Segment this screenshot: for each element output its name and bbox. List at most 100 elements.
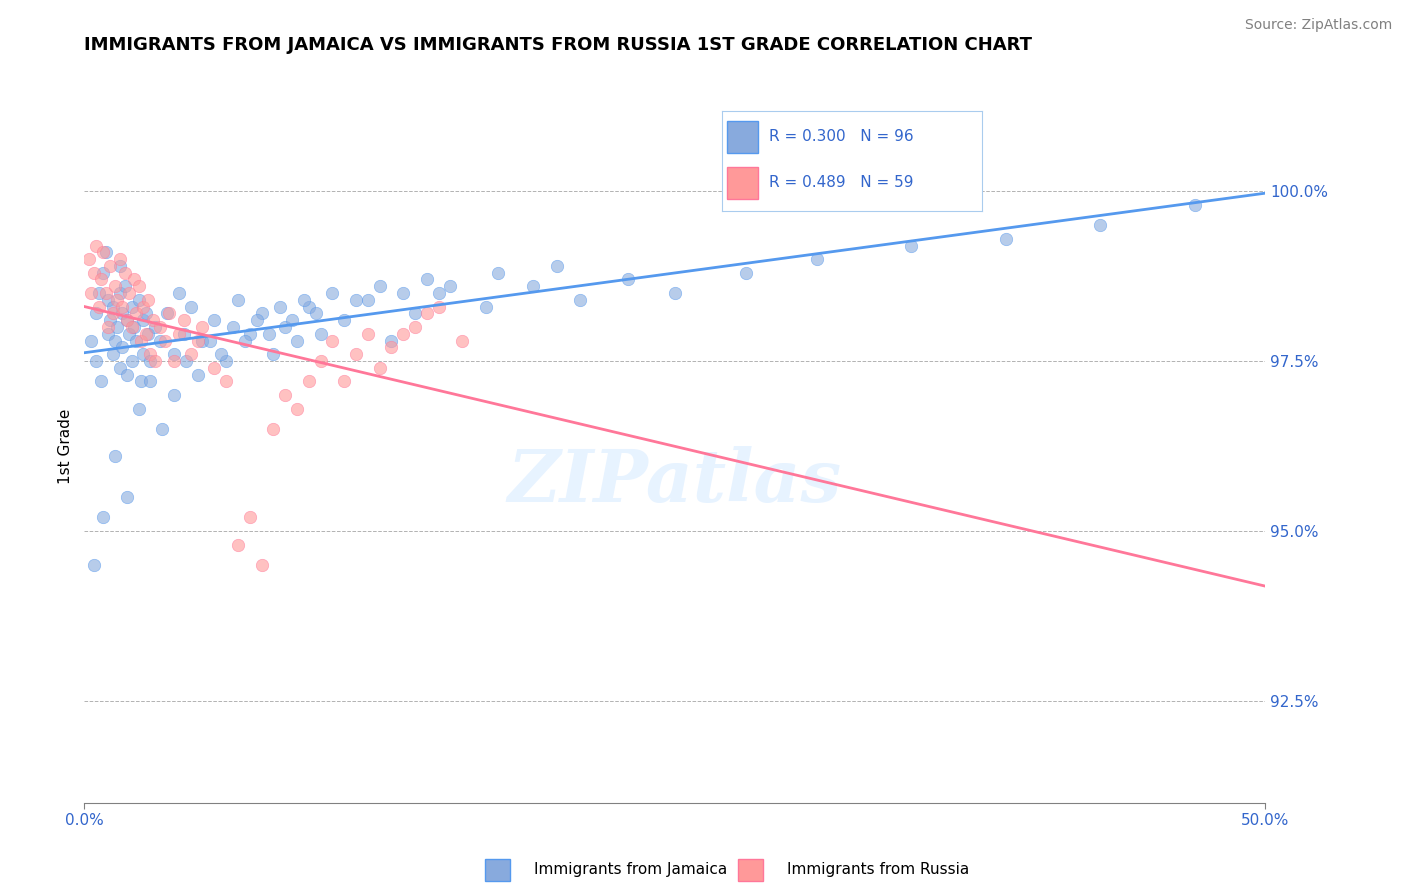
Point — [121, 300, 143, 314]
Point — [91, 510, 114, 524]
Point — [239, 326, 262, 341]
Point — [114, 266, 136, 280]
Point — [1184, 198, 1206, 212]
Point — [153, 334, 176, 348]
Point — [274, 320, 297, 334]
Point — [416, 272, 439, 286]
Point — [83, 266, 105, 280]
Point — [108, 286, 131, 301]
Point — [139, 347, 162, 361]
Point — [380, 341, 402, 355]
Point — [111, 306, 134, 320]
Point — [994, 232, 1017, 246]
Point — [104, 334, 127, 348]
Point — [167, 326, 190, 341]
Point — [84, 238, 107, 252]
Point — [101, 306, 124, 320]
Point — [143, 320, 166, 334]
Point — [97, 326, 120, 341]
Point — [292, 293, 315, 307]
Point — [118, 286, 141, 301]
Point — [344, 293, 367, 307]
Point — [257, 326, 280, 341]
Point — [149, 334, 172, 348]
Text: IMMIGRANTS FROM JAMAICA VS IMMIGRANTS FROM RUSSIA 1ST GRADE CORRELATION CHART: IMMIGRANTS FROM JAMAICA VS IMMIGRANTS FR… — [84, 36, 1032, 54]
Point — [298, 375, 321, 389]
Point — [128, 401, 150, 416]
Point — [215, 375, 238, 389]
Point — [132, 313, 155, 327]
Point — [167, 286, 190, 301]
Point — [111, 300, 134, 314]
Point — [368, 279, 391, 293]
Point — [132, 347, 155, 361]
Point — [104, 449, 127, 463]
Point — [108, 360, 131, 375]
Point — [734, 266, 756, 280]
Point — [180, 347, 202, 361]
Point — [427, 286, 450, 301]
Point — [309, 326, 332, 341]
Point — [202, 313, 225, 327]
Point — [191, 320, 214, 334]
Point — [664, 286, 686, 301]
Point — [121, 320, 143, 334]
Point — [198, 334, 221, 348]
Point — [108, 252, 131, 266]
Y-axis label: 1st Grade: 1st Grade — [58, 409, 73, 483]
Point — [128, 293, 150, 307]
Point — [87, 286, 110, 301]
Point — [107, 293, 129, 307]
Point — [125, 306, 148, 320]
Point — [187, 368, 209, 382]
Point — [87, 300, 110, 314]
Point — [150, 422, 173, 436]
Point — [136, 326, 159, 341]
Point — [309, 354, 332, 368]
Point — [187, 334, 209, 348]
Point — [285, 334, 308, 348]
Point — [83, 558, 105, 572]
Point — [569, 293, 592, 307]
Point — [173, 313, 195, 327]
Point — [115, 368, 138, 382]
Point — [84, 354, 107, 368]
Point — [107, 320, 129, 334]
Text: Immigrants from Jamaica: Immigrants from Jamaica — [534, 863, 727, 877]
Point — [163, 354, 186, 368]
Point — [91, 245, 114, 260]
Point — [274, 388, 297, 402]
Point — [98, 313, 121, 327]
Point — [215, 354, 238, 368]
Point — [439, 279, 461, 293]
Point — [806, 252, 828, 266]
Point — [97, 320, 120, 334]
Point — [97, 293, 120, 307]
Point — [139, 375, 162, 389]
Point — [94, 245, 117, 260]
Point — [451, 334, 474, 348]
Point — [233, 334, 256, 348]
Point — [285, 401, 308, 416]
Point — [143, 354, 166, 368]
Point — [101, 347, 124, 361]
Point — [392, 286, 415, 301]
Point — [209, 347, 232, 361]
Point — [226, 293, 249, 307]
Point — [104, 279, 127, 293]
Point — [125, 334, 148, 348]
Point — [121, 354, 143, 368]
Point — [118, 326, 141, 341]
Point — [250, 558, 273, 572]
Point — [404, 306, 426, 320]
Point — [122, 320, 145, 334]
Point — [136, 293, 159, 307]
Point — [900, 238, 922, 252]
Point — [80, 286, 103, 301]
Point — [333, 375, 356, 389]
Point — [180, 300, 202, 314]
Point — [122, 272, 145, 286]
Point — [94, 286, 117, 301]
Point — [305, 306, 328, 320]
Point — [129, 375, 152, 389]
